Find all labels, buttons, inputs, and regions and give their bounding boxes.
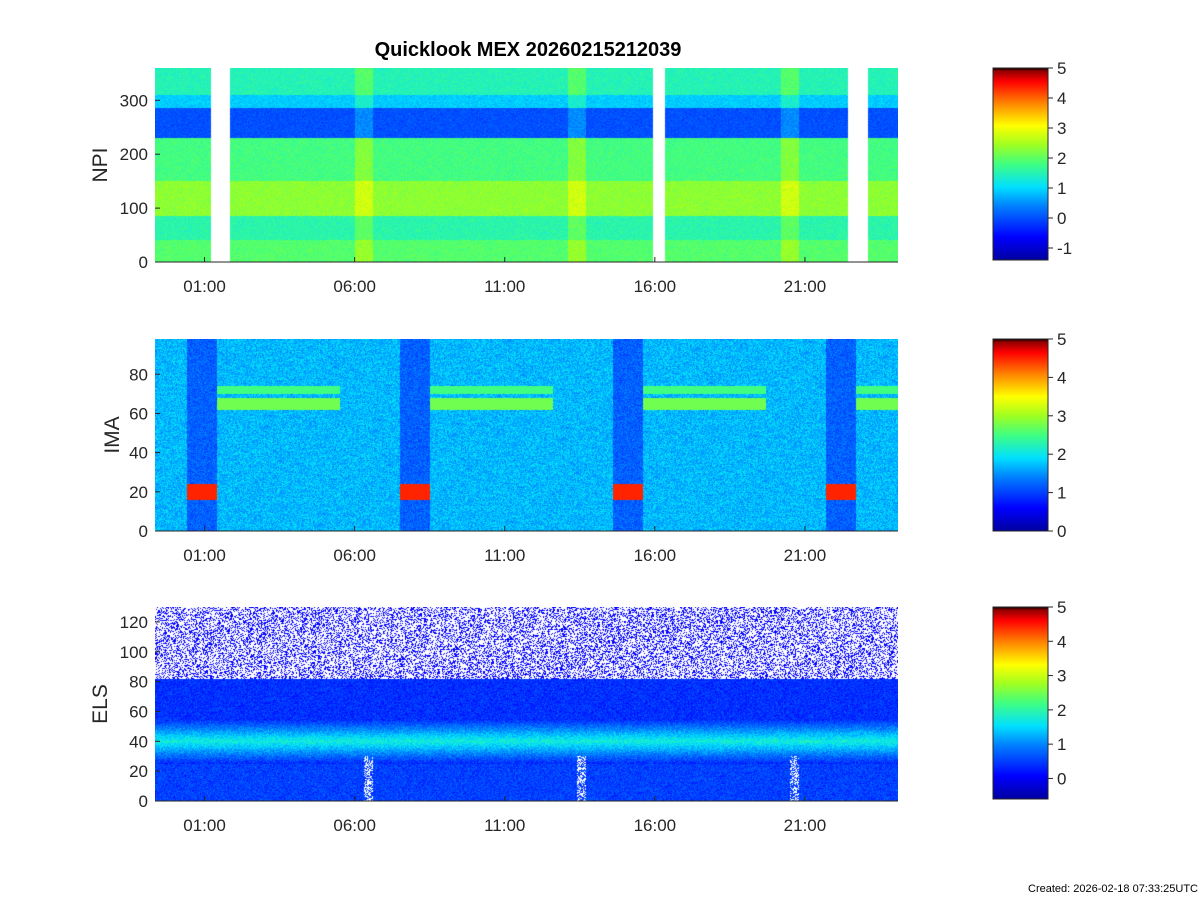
els-spectrogram xyxy=(155,607,898,801)
npi-xtick-label: 11:00 xyxy=(484,277,525,296)
npi-colorbar-label: 3 xyxy=(1057,119,1066,138)
els-ytick-label: 40 xyxy=(129,732,148,751)
npi-colorbar-label: 2 xyxy=(1057,149,1066,168)
els-colorbar-label: 4 xyxy=(1057,632,1066,651)
npi-ylabel: NPI xyxy=(89,147,112,182)
ima-ytick-label: 40 xyxy=(129,444,148,463)
els-ytick-label: 60 xyxy=(129,702,148,721)
els-ytick-label: 0 xyxy=(139,792,148,811)
ima-xtick-label: 16:00 xyxy=(634,546,677,565)
ima-xtick-label: 21:00 xyxy=(784,546,827,565)
npi-ytick-label: 0 xyxy=(139,253,148,272)
els-colorbar-label: 2 xyxy=(1057,701,1066,720)
els-colorbar-label: 1 xyxy=(1057,735,1066,754)
els-ytick-label: 80 xyxy=(129,673,148,692)
ima-colorbar-label: 3 xyxy=(1057,407,1066,426)
ima-colorbar xyxy=(992,338,1049,532)
ima-colorbar-label: 1 xyxy=(1057,484,1066,503)
els-xtick-label: 01:00 xyxy=(183,816,226,835)
ima-colorbar-label: 5 xyxy=(1057,330,1066,349)
ima-xtick-label: 01:00 xyxy=(183,546,226,565)
ima-colorbar-label: 2 xyxy=(1057,445,1066,464)
created-timestamp: Created: 2026-02-18 07:33:25UTC xyxy=(1028,883,1198,895)
npi-xtick-label: 01:00 xyxy=(183,277,226,296)
ima-ytick-label: 60 xyxy=(129,404,148,423)
els-xtick-label: 11:00 xyxy=(484,816,525,835)
els-ytick-label: 20 xyxy=(129,762,148,781)
ima-colorbar-label: 4 xyxy=(1057,368,1066,387)
ima-spectrogram xyxy=(155,339,898,531)
npi-xtick-label: 06:00 xyxy=(333,277,376,296)
npi-ytick-label: 200 xyxy=(120,145,148,164)
npi-ytick-label: 100 xyxy=(120,199,148,218)
npi-spectrogram xyxy=(155,68,898,262)
els-xtick-label: 16:00 xyxy=(634,816,677,835)
npi-colorbar-ticks: -1 0 1 2 3 4 5 xyxy=(1048,59,1072,258)
npi-xtick-label: 21:00 xyxy=(784,277,827,296)
npi-xtick-label: 16:00 xyxy=(634,277,677,296)
ima-xtick-label: 06:00 xyxy=(333,546,376,565)
els-xtick-label: 06:00 xyxy=(333,816,376,835)
npi-axes: 0 100 200 300 01:00 06:00 11:00 16:00 21:00 xyxy=(120,91,827,296)
npi-colorbar-label: 5 xyxy=(1057,59,1066,78)
els-axes: 0 20 40 60 80 100 120 01:00 06:00 11:00 16:00 21:00 xyxy=(120,613,827,835)
els-xtick-label: 21:00 xyxy=(784,816,827,835)
npi-ytick-label: 300 xyxy=(120,91,148,110)
ima-ytick-label: 0 xyxy=(139,522,148,541)
els-colorbar-label: 3 xyxy=(1057,667,1066,686)
els-ytick-label: 100 xyxy=(120,643,148,662)
npi-colorbar xyxy=(992,67,1049,261)
npi-colorbar-label: 0 xyxy=(1057,209,1066,228)
ima-axes: 0 20 40 60 80 01:00 06:00 11:00 16:00 21:00 xyxy=(129,365,826,565)
els-colorbar-label: 5 xyxy=(1057,598,1066,617)
ima-ylabel: IMA xyxy=(101,416,124,453)
els-colorbar-label: 0 xyxy=(1057,769,1066,788)
els-colorbar xyxy=(992,606,1049,800)
ima-xtick-label: 11:00 xyxy=(484,546,525,565)
ima-ytick-label: 20 xyxy=(129,483,148,502)
els-colorbar-ticks: 0 1 2 3 4 5 xyxy=(1048,598,1066,788)
npi-colorbar-label: 4 xyxy=(1057,89,1066,108)
ima-colorbar-ticks: 0 1 2 3 4 5 xyxy=(1048,330,1066,541)
figure-title: Quicklook MEX 20260215212039 xyxy=(375,39,682,61)
ima-ytick-label: 80 xyxy=(129,365,148,384)
npi-colorbar-label: 1 xyxy=(1057,179,1066,198)
els-ylabel: ELS xyxy=(89,684,112,724)
npi-colorbar-label: -1 xyxy=(1057,239,1072,258)
els-ytick-label: 120 xyxy=(120,613,148,632)
ima-colorbar-label: 0 xyxy=(1057,522,1066,541)
